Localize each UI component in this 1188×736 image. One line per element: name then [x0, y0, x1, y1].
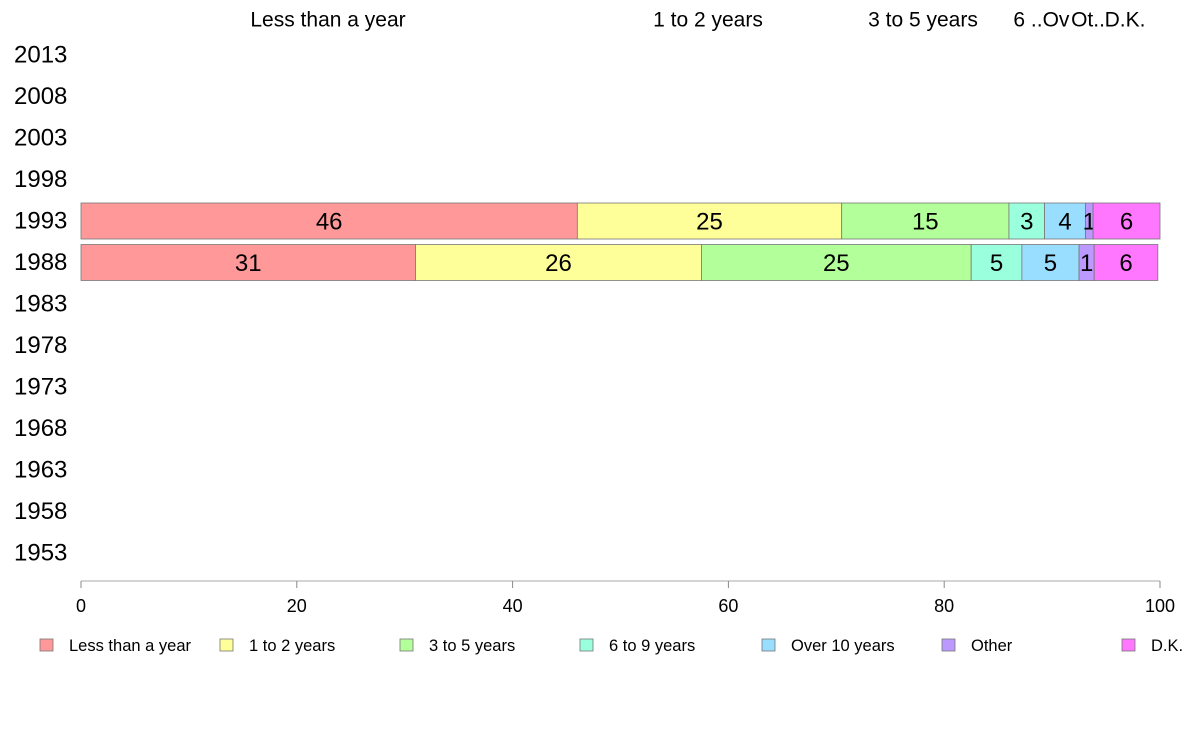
bar-value-label: 5: [1044, 250, 1057, 277]
legend-label: D.K.: [1151, 637, 1183, 655]
bar-segment: [1092, 202, 1161, 240]
bar-segment: [1021, 244, 1080, 281]
legend-label: Less than a year: [69, 637, 191, 655]
bar-value-label: 46: [316, 209, 343, 236]
bar-value-label: 31: [235, 250, 262, 277]
legend-swatch: [941, 638, 956, 652]
top-label: Ot..: [1071, 9, 1105, 32]
x-tick-label: 20: [287, 596, 307, 616]
bar-value-label: 26: [545, 250, 572, 277]
year-label: 1968: [14, 415, 67, 442]
year-label: 1958: [14, 498, 67, 525]
legend-swatch: [219, 638, 234, 652]
top-label: Ov: [1043, 9, 1070, 32]
x-tick-label: 80: [934, 596, 954, 616]
legend-label: 1 to 2 years: [249, 637, 335, 655]
top-label: 1 to 2 years: [653, 9, 763, 32]
bar-value-label: 15: [912, 209, 939, 236]
bar-value-label: 25: [696, 209, 723, 236]
legend-swatch: [39, 638, 54, 652]
year-axis-labels: 2013 2008 2003 1998 1993 1988 1983 1978 1973 1968…: [14, 42, 67, 567]
legend-label: Over 10 years: [791, 637, 895, 655]
bar-segment: [841, 202, 1010, 240]
x-tick-label: 100: [1145, 596, 1175, 616]
year-label: 1978: [14, 332, 67, 359]
bar-value-label: 1: [1080, 250, 1093, 277]
bar-segment: [80, 244, 416, 281]
bar-segment: [1044, 202, 1086, 240]
bar-value-label: 4: [1058, 209, 1071, 236]
legend-swatch: [761, 638, 776, 652]
top-label: 3 to 5 years: [868, 9, 978, 32]
bar-value-label: 6: [1120, 209, 1133, 236]
bars: 46 25 15 3 4 1 631 26 25 5 5 1 6: [80, 202, 1161, 281]
top-label: D.K.: [1105, 9, 1146, 32]
bar-segment: [80, 202, 578, 240]
bar-segment: [1093, 244, 1159, 281]
bar-value-label: 25: [823, 250, 850, 277]
x-tick-label: 60: [718, 596, 738, 616]
legend: Less than a year 1 to 2 years 3 to 5 years…: [39, 637, 1183, 655]
year-label: 2013: [14, 42, 67, 69]
x-axis: 0 20 40 60 80 100: [76, 580, 1175, 616]
bar-value-label: 3: [1020, 209, 1033, 236]
year-label: 2008: [14, 83, 67, 110]
bar-value-label: 6: [1119, 250, 1132, 277]
bar-segment: [415, 244, 702, 281]
x-tick-label: 0: [76, 596, 86, 616]
bar-value-label: 1: [1083, 209, 1096, 236]
year-label: 1983: [14, 291, 67, 318]
year-label: 1973: [14, 374, 67, 401]
bar-segment: [576, 202, 843, 240]
year-label: 1953: [14, 540, 67, 567]
legend-swatch: [579, 638, 594, 652]
year-label: 1963: [14, 457, 67, 484]
year-label: 1998: [14, 166, 67, 193]
top-label: Less than a year: [250, 9, 405, 32]
year-label: 1988: [14, 249, 67, 276]
legend-swatch: [1121, 638, 1136, 652]
year-label: 2003: [14, 125, 67, 152]
year-label: 1993: [14, 208, 67, 235]
legend-label: Other: [971, 637, 1013, 655]
legend-label: 3 to 5 years: [429, 637, 515, 655]
legend-label: 6 to 9 years: [609, 637, 695, 655]
x-tick-label: 40: [503, 596, 523, 616]
bar-segment: [701, 244, 972, 281]
legend-swatch: [399, 638, 414, 652]
top-label: 6 ..: [1013, 9, 1042, 32]
bar-value-label: 5: [990, 250, 1003, 277]
top-category-labels: Less than a year 1 to 2 years 3 to 5 years…: [250, 9, 1145, 32]
